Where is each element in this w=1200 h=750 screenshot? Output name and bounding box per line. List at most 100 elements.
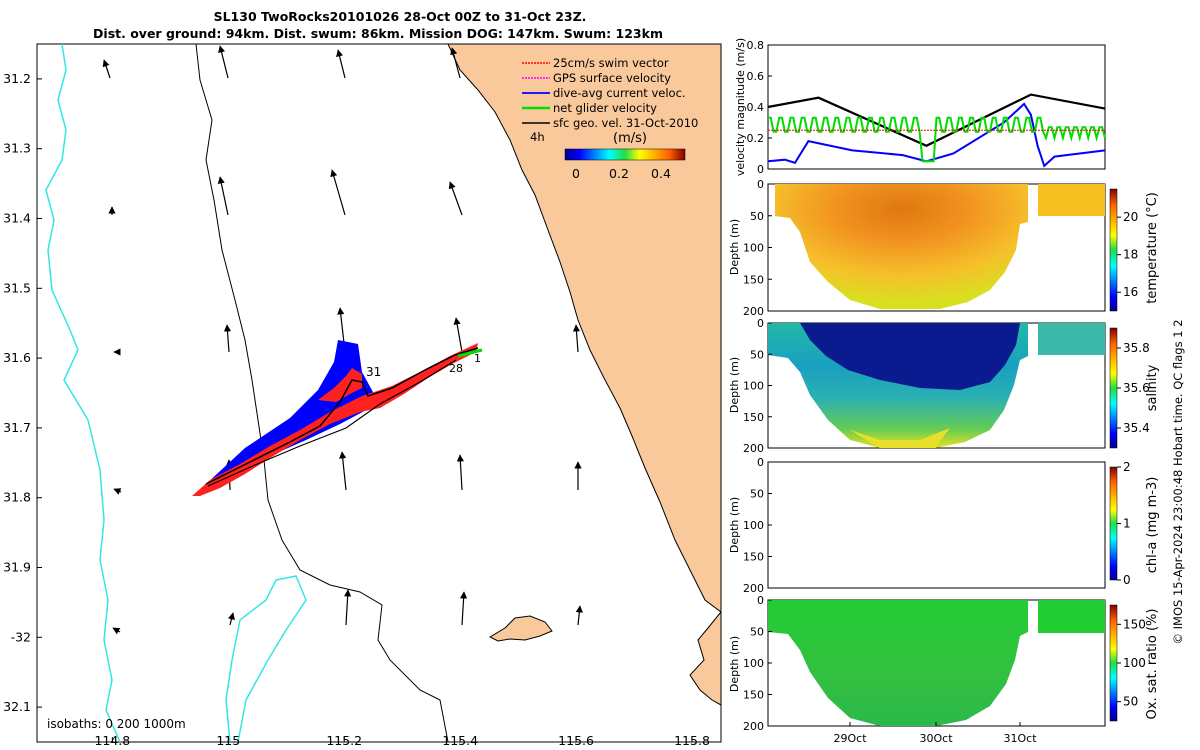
map-y-tick-label: -32	[11, 629, 31, 644]
temperature-colorbar-ticks: 16 18 20	[1117, 210, 1138, 299]
sfc-geo-arrow	[227, 612, 235, 626]
legend-sfc-geo: sfc geo. vel. 31-Oct-2010	[553, 116, 698, 130]
net-glider-velocity	[457, 348, 483, 358]
salinity-low-core	[800, 323, 1020, 390]
oxygen-colorbar-tick-label: 100	[1123, 656, 1146, 670]
salinity-section-fill-right	[1038, 323, 1105, 355]
map-x-tick-label: 115.2	[326, 733, 362, 748]
salinity-high-bottom	[850, 428, 950, 448]
map-x-tick-label: 114.8	[94, 733, 130, 748]
salinity-ylabel: Depth (m)	[728, 357, 741, 413]
colorbar-tick-0: 0	[572, 166, 580, 181]
sfc-geo-arrow	[450, 47, 461, 79]
oxygen-colorbar	[1109, 604, 1118, 722]
chlorophyll-ticks: 0 50 100 150 200	[743, 456, 772, 595]
oxygen-colorbar-label: Ox. sat. ratio (%)	[1145, 609, 1160, 720]
velocity-series	[767, 93, 1106, 168]
sfc-geo-arrow	[223, 324, 232, 353]
oxygen-section-fill	[768, 600, 1028, 726]
map-y-tick-label: 32.1	[3, 699, 31, 714]
sfc-geo-arrow	[344, 589, 352, 626]
temperature-y-tick-label: 150	[743, 273, 764, 286]
temperature-y-tick-label: 50	[750, 210, 764, 223]
chlorophyll-frame	[767, 461, 1106, 589]
oxygen-y-tick-label: 150	[743, 689, 764, 702]
sfc-geo-arrow	[336, 49, 346, 79]
temperature-ticks: 0 50 100 150 200	[743, 178, 772, 318]
oxygen-colorbar-tick-label: 50	[1123, 695, 1138, 709]
isobath-200	[195, 44, 449, 742]
temperature-section-fill	[775, 184, 1028, 309]
chlorophyll-y-tick-label: 200	[743, 582, 764, 595]
island-rottnest	[488, 615, 553, 642]
map-y-tick-label: 31.2	[3, 71, 31, 86]
map-legend: 25cm/s swim vector GPS surface velocity …	[522, 56, 698, 181]
legend-time-label: 4h	[530, 130, 545, 144]
velocity-series-blue	[767, 102, 1106, 168]
colorbar-tick-0.4: 0.4	[651, 166, 671, 181]
temperature-y-tick-label: 0	[757, 178, 764, 191]
oxygen-colorbar-tick-label: 150	[1123, 617, 1146, 631]
swim-vector-field-upper	[318, 368, 362, 402]
legend-gps-velocity: GPS surface velocity	[553, 71, 671, 85]
sfc-geo-arrow	[572, 324, 581, 353]
salinity-colorbar-label: salinity	[1145, 364, 1160, 411]
salinity-colorbar-tick-label: 35.8	[1123, 341, 1150, 355]
temperature-colorbar-tick-label: 18	[1123, 248, 1138, 262]
velocity-ylabel: velocity magnitude (m/s)	[734, 38, 747, 176]
oxygen-ylabel: Depth (m)	[728, 636, 741, 692]
velocity-y-tick-label: 0.4	[747, 101, 765, 114]
map-axes-ticks: 114.8 115 115.2 115.4 115.6 115.8 31.2 31.3 31.4…	[3, 71, 710, 748]
velocity-y-tick-label: 0.8	[747, 39, 765, 52]
sfc-geo-arrow	[453, 317, 463, 353]
time-tick-label: 30Oct	[919, 732, 953, 745]
map-x-tick-label: 115.4	[442, 733, 478, 748]
salinity-y-tick-label: 200	[743, 442, 764, 455]
glider-track-line-lower	[207, 359, 457, 487]
figure-title-line2: Dist. over ground: 94km. Dist. swum: 86k…	[93, 26, 663, 41]
map-y-tick-label: 31.6	[3, 350, 31, 365]
oxygen-panel: 0 50 100 150 200 Depth (m) 50 100 150 Ox. sat.…	[728, 594, 1160, 745]
sfc-geo-arrow	[218, 45, 229, 79]
map-y-tick-label: 31.9	[3, 560, 31, 575]
time-axis-ticks: 29Oct 30Oct 31Oct	[833, 722, 1037, 745]
sfc-geo-arrow	[217, 176, 229, 216]
sfc-geo-arrow	[448, 181, 463, 216]
sfc-geo-arrow	[456, 454, 464, 491]
temperature-colorbar-tick-label: 16	[1123, 285, 1138, 299]
temperature-colorbar-label: temperature (°C)	[1145, 192, 1160, 304]
salinity-y-tick-label: 0	[757, 317, 764, 330]
velocity-y-tick-label: 0.6	[747, 70, 765, 83]
colorbar-unit-label: (m/s)	[613, 131, 647, 146]
colorbar-tick-0.2: 0.2	[609, 166, 629, 181]
isobath-1000	[45, 44, 307, 742]
velocity-series-green	[768, 116, 1106, 163]
chlorophyll-y-tick-label: 150	[743, 551, 764, 564]
isobaths-label: isobaths: 0 200 1000m	[47, 717, 186, 731]
chlorophyll-colorbar-tick-label: 1	[1123, 517, 1131, 531]
velocity-y-tick-label: 0.2	[747, 132, 765, 145]
map-x-tick-label: 115	[216, 733, 240, 748]
salinity-y-tick-label: 100	[743, 380, 764, 393]
oxygen-ticks: 0 50 100 150 200	[743, 594, 772, 733]
chlorophyll-colorbar	[1109, 466, 1118, 581]
land-polygon	[447, 44, 721, 613]
sfc-geo-arrow	[112, 627, 121, 635]
chlorophyll-colorbar-tick-label: 0	[1123, 573, 1131, 587]
legend-net-velocity: net glider velocity	[553, 101, 657, 115]
chlorophyll-colorbar-ticks: 0 1 2	[1117, 460, 1131, 587]
chlorophyll-y-tick-label: 50	[750, 488, 764, 501]
figure-title-line1: SL130 TwoRocks20101026 28-Oct 00Z to 31-…	[214, 9, 587, 24]
sfc-geo-arrow	[460, 591, 468, 626]
salinity-panel: 0 50 100 150 200 Depth (m) 35.4 35.6 35.8 sali…	[728, 317, 1160, 455]
salinity-colorbar-tick-label: 35.4	[1123, 421, 1150, 435]
velocity-y-tick-label: 0	[757, 163, 764, 176]
speed-colorbar	[564, 148, 686, 161]
sfc-geo-arrow	[113, 488, 122, 495]
velocity-ticks: 0 0.2 0.4 0.6 0.8	[747, 39, 772, 176]
chlorophyll-colorbar-tick-label: 2	[1123, 460, 1131, 474]
swim-vector-field	[192, 343, 478, 496]
velocity-series-black	[767, 93, 1106, 148]
glider-track-line	[205, 347, 479, 485]
